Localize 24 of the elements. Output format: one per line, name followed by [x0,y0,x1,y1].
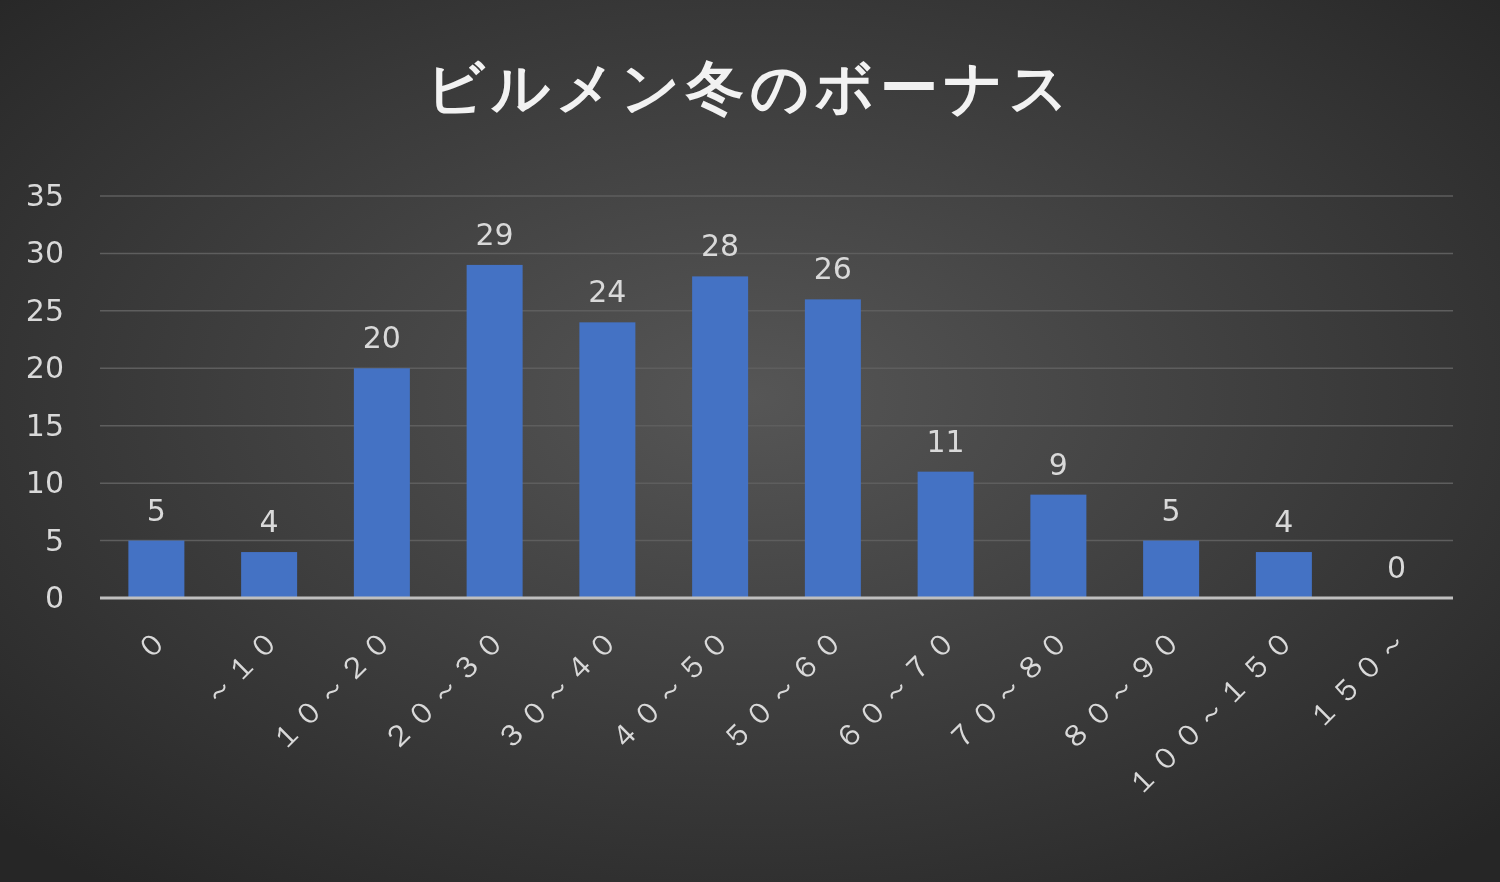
data-label: 20 [362,320,401,356]
data-label: 5 [1161,492,1181,528]
x-tick-label: ０ [127,620,176,668]
data-label: 5 [146,492,166,528]
data-label: 4 [259,504,279,540]
chart-title: ビルメン冬のボーナス [426,55,1074,120]
x-tick-label: ～１０ [195,620,289,713]
x-tick-label: １５０～ [1300,620,1416,736]
data-label: 26 [813,251,852,287]
y-tick-label: 30 [25,235,64,271]
y-tick-label: 5 [44,522,64,558]
data-label: 0 [1387,550,1407,585]
data-label: 28 [701,228,740,264]
y-tick-label: 25 [25,292,64,328]
y-tick-label: 15 [25,407,64,443]
data-label: 9 [1048,446,1068,482]
data-label: 29 [475,216,514,252]
y-tick-label: 20 [25,350,64,386]
y-tick-label: 0 [44,580,64,615]
data-label: 4 [1274,504,1294,540]
data-label: 24 [588,274,627,310]
y-tick-label: 35 [25,178,64,213]
data-label: 11 [926,423,965,459]
y-tick-label: 10 [25,465,64,501]
